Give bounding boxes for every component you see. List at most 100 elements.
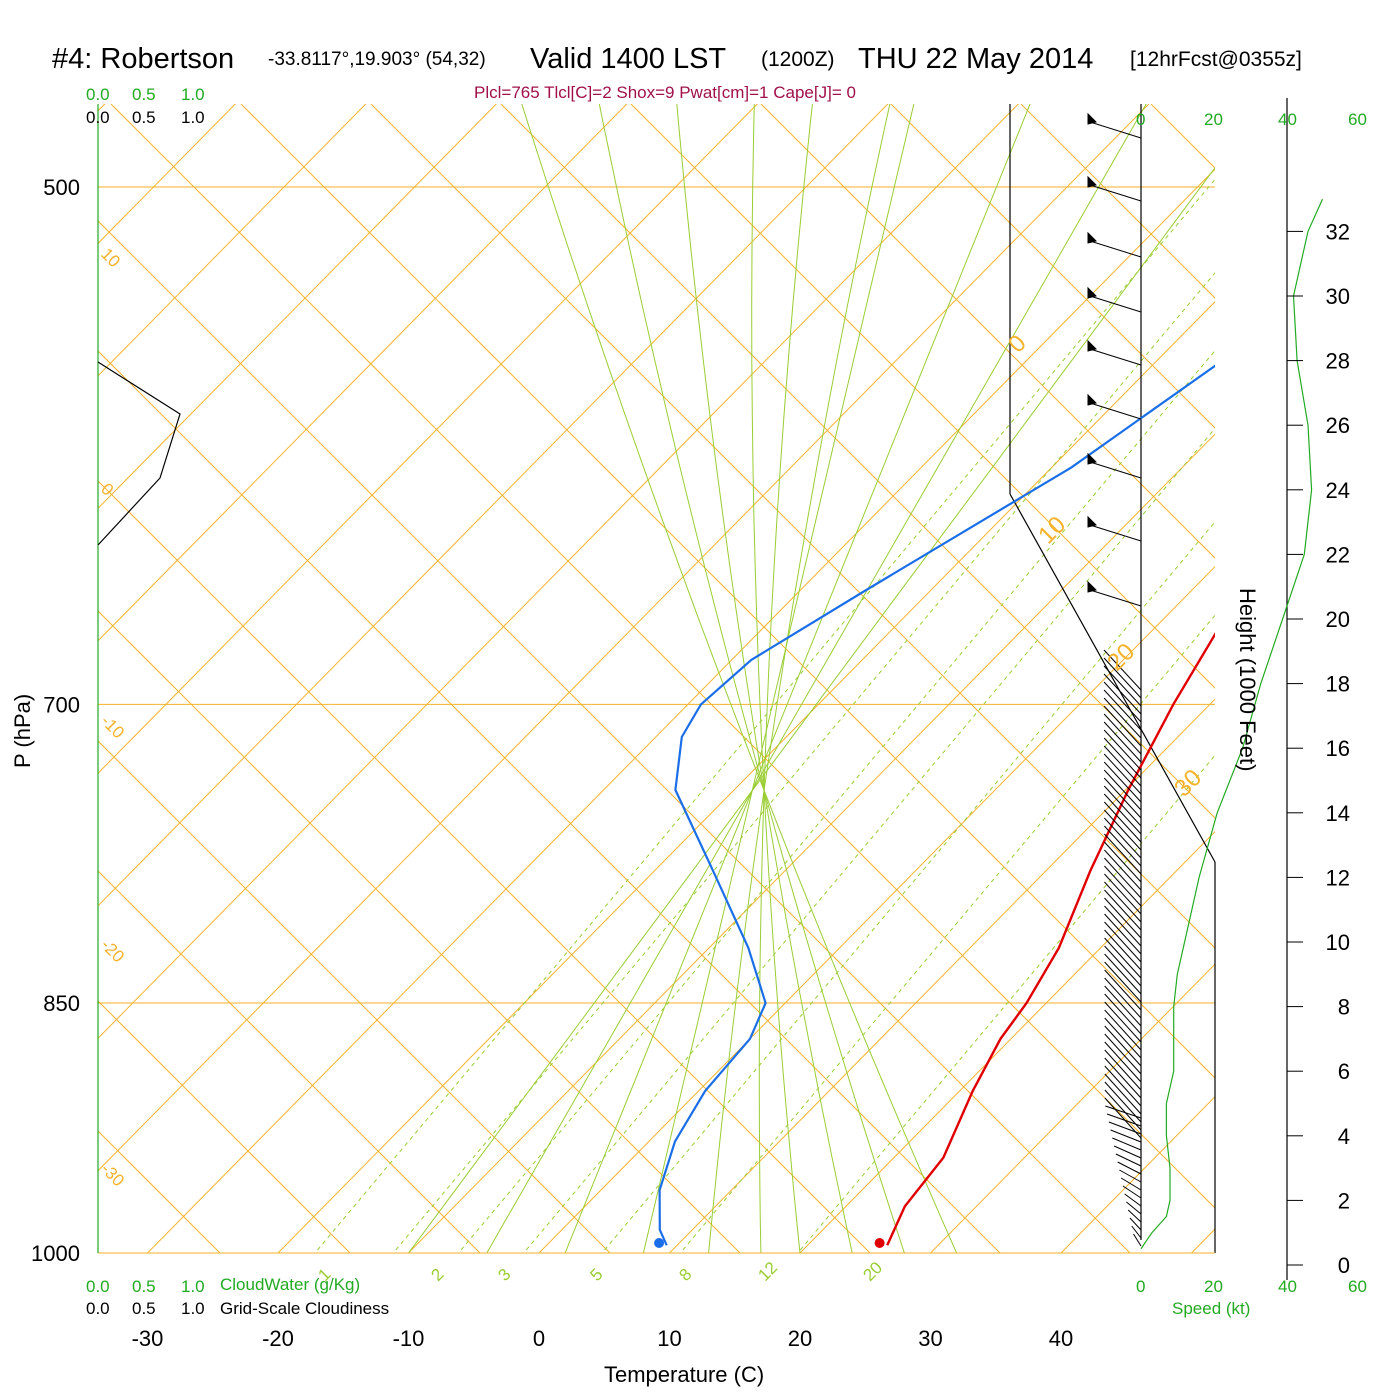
height-tick-label: 18 <box>1326 672 1350 697</box>
mixing-ratio-label: 2 <box>427 1265 447 1285</box>
temperature-tick-label: 30 <box>918 1326 942 1351</box>
mixing-ratio-line <box>679 614 1215 1253</box>
moist-adiabat <box>407 166 1215 1253</box>
wind-barb-staff <box>1103 665 1142 707</box>
height-tick-label: 30 <box>1326 284 1350 309</box>
height-tick-label: 16 <box>1326 736 1350 761</box>
wind-barb-staff <box>1104 913 1142 955</box>
wind-barb-staff <box>1103 769 1142 811</box>
height-tick-label: 0 <box>1338 1253 1350 1278</box>
wind-barb-staff <box>1104 841 1142 883</box>
wind-barb-staff <box>1104 961 1142 1003</box>
mixing-ratio-label: 3 <box>494 1265 514 1285</box>
wind-barb-flag <box>1087 286 1097 299</box>
wind-barb-staff <box>1104 889 1142 931</box>
temperature-tick-label: -30 <box>132 1326 164 1351</box>
speed-tick: 60 <box>1348 1277 1367 1296</box>
wind-barb-staff <box>1104 1033 1142 1075</box>
wind-barb-flag <box>1087 515 1097 528</box>
isotherm <box>98 104 1019 1039</box>
wind-barb-staff <box>1103 657 1142 699</box>
wind-barb-staff <box>1089 402 1142 420</box>
speed-tick: 20 <box>1204 1277 1223 1296</box>
wind-barb-staff <box>1104 905 1142 947</box>
dry-adiabat-grid <box>630 104 1215 689</box>
wind-barb-staff <box>1103 777 1142 819</box>
wind-barb-staff <box>1089 295 1142 313</box>
moist-adiabat <box>708 104 891 1253</box>
dry-adiabat-grid <box>370 104 1215 949</box>
height-tick-label: 10 <box>1326 930 1350 955</box>
wind-barb-staff <box>1103 649 1142 691</box>
wind-barb-staff <box>1089 524 1142 542</box>
isotherm <box>98 104 758 775</box>
mixing-ratio-line <box>392 272 1215 1253</box>
temperature-tick-label: -20 <box>262 1326 294 1351</box>
wind-barb-staff <box>1104 1001 1142 1043</box>
wind-barb-staff <box>1124 1193 1142 1207</box>
cloudiness-tick: 1.0 <box>181 108 205 127</box>
wind-barb-staff <box>1103 737 1142 779</box>
wind-barb-staff <box>1104 881 1142 923</box>
wind-barb-staff <box>1104 1073 1142 1115</box>
isotherm-label: 0 <box>97 479 117 499</box>
wind-barb-staff <box>1103 713 1142 755</box>
mixing-ratio-label: 5 <box>586 1265 606 1285</box>
wind-barb-staff <box>1104 921 1142 963</box>
wind-barb-staff <box>1108 1121 1142 1135</box>
speed-tick: 40 <box>1278 110 1297 129</box>
wind-barb-staff <box>1104 897 1142 939</box>
mixing-ratio-line <box>797 754 1215 1253</box>
isotherm <box>277 301 1215 1253</box>
isotherm <box>98 104 367 377</box>
mixing-ratio-label: 8 <box>675 1265 695 1285</box>
wind-barb-staff <box>1104 937 1142 979</box>
wind-barb-staff <box>1106 1113 1142 1127</box>
dry-adiabat-grid <box>240 104 1215 1079</box>
cloudiness-tick: 0.5 <box>132 1299 156 1318</box>
wind-barb-staff <box>1104 1017 1142 1059</box>
wind-speed-line <box>1140 198 1324 1250</box>
height-axis-label: Height (1000 Feet) <box>1235 588 1260 771</box>
isotherm-label: -20 <box>97 935 128 966</box>
cloud-tick: 0.0 <box>86 1277 110 1296</box>
mixing-ratio-line <box>314 178 1215 1253</box>
wind-barb-staff <box>1103 809 1142 851</box>
wind-barb-flag <box>1087 339 1097 352</box>
wind-barb-flag <box>1087 452 1097 465</box>
wind-barb-staff <box>1103 825 1142 867</box>
mixing-ratio-line <box>457 349 1215 1253</box>
height-tick-label: 28 <box>1326 349 1350 374</box>
wind-barb-staff <box>1104 945 1142 987</box>
isotherm <box>98 104 889 907</box>
height-tick-label: 12 <box>1326 865 1350 890</box>
pressure-tick-label: 700 <box>43 692 80 717</box>
wind-barb-staff <box>1103 697 1142 739</box>
speed-scale: 0 20 40 60 0 20 40 60 Speed (kt) <box>1136 110 1367 1318</box>
cloudwater-scale-top: 0.0 0.5 1.0 0.0 0.5 1.0 <box>86 85 205 127</box>
isotherm <box>799 830 1215 1253</box>
isotherm <box>98 104 497 510</box>
wind-barb-staff <box>1104 865 1142 907</box>
wind-barb-flag <box>1087 175 1097 188</box>
wind-barb-staff <box>1104 1057 1142 1099</box>
cloudiness-tick: 0.5 <box>132 108 156 127</box>
isotherm-label: -30 <box>97 1159 128 1190</box>
height-tick-label: 26 <box>1326 413 1350 438</box>
moist-adiabat <box>521 104 958 1253</box>
isotherm-label: 10 <box>1033 511 1071 549</box>
pressure-tick-label: 850 <box>43 991 80 1016</box>
speed-tick: 0 <box>1136 110 1145 129</box>
wind-barb-staff <box>1104 985 1142 1027</box>
wind-barb-staff <box>1131 1225 1142 1239</box>
wind-barb-staff <box>1103 793 1142 835</box>
wind-barb-staff <box>1110 1129 1142 1143</box>
wind-barb-staff <box>1129 1217 1142 1231</box>
wind-barb-staff <box>1112 1137 1142 1151</box>
isotherm <box>668 698 1215 1253</box>
isotherm-label: 0 <box>1003 330 1032 359</box>
mixing-ratio-line <box>523 427 1215 1253</box>
wind-barb-flag <box>1087 393 1097 406</box>
y-axis-label: P (hPa) <box>10 694 35 768</box>
isotherm-label: -10 <box>97 711 128 742</box>
